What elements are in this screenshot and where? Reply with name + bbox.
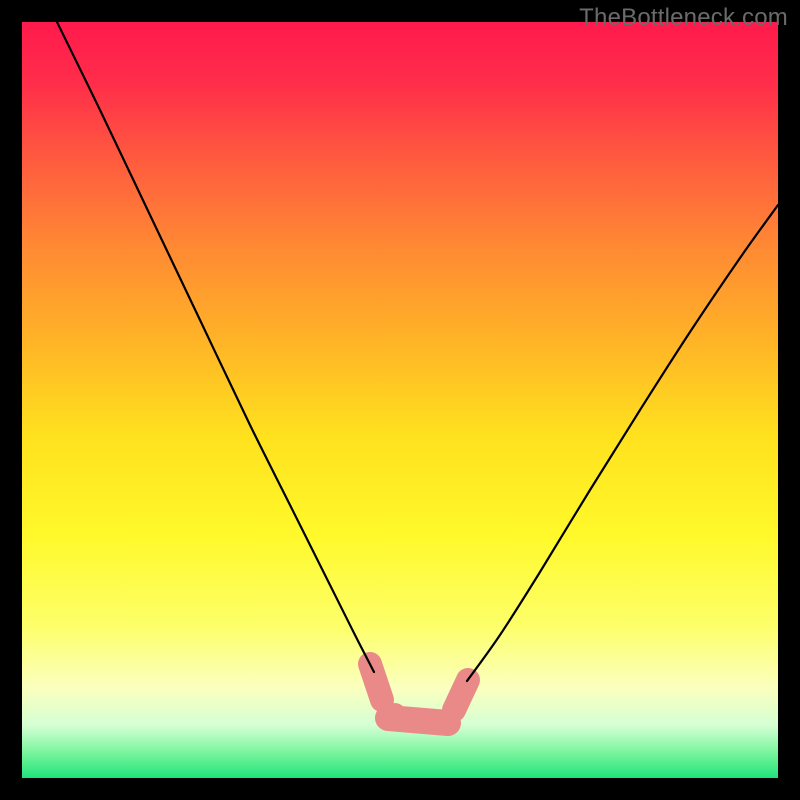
watermark-label: TheBottleneck.com	[579, 4, 788, 32]
bottleneck-chart	[0, 0, 800, 800]
chart-frame: TheBottleneck.com	[0, 0, 800, 800]
